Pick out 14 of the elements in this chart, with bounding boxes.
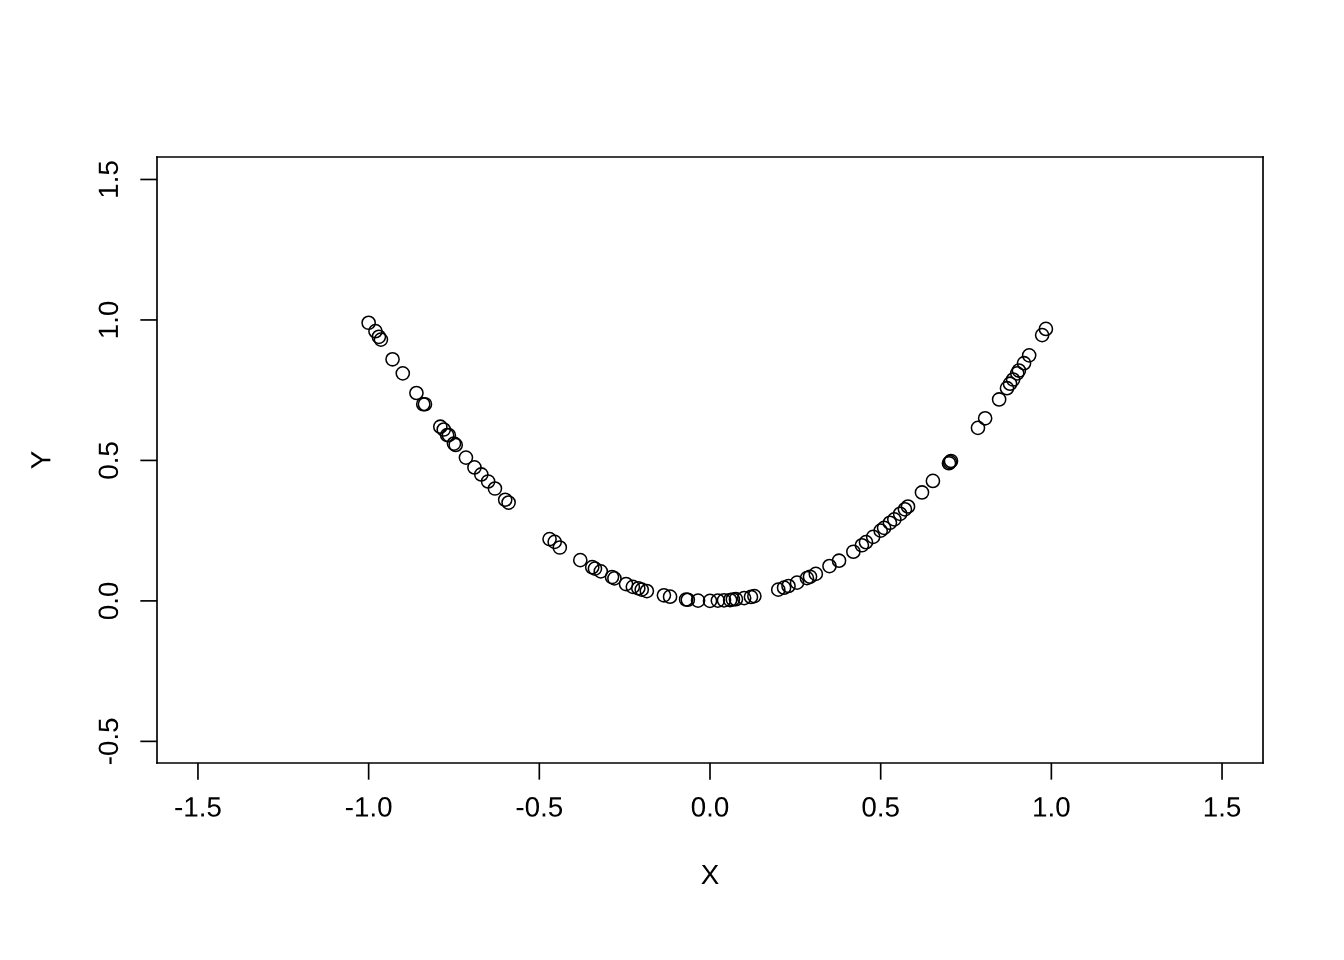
x-tick-label: 0.0	[691, 797, 729, 817]
y-tick-label: 0.5	[98, 442, 119, 479]
y-tick-label: 0.0	[98, 582, 119, 620]
x-tick-label: -1.0	[345, 797, 392, 817]
x-tick-label: 0.5	[862, 797, 899, 817]
y-tick-label: 1.0	[98, 301, 119, 338]
x-axis-title: X	[701, 864, 719, 885]
x-tick-label: 1.0	[1034, 797, 1070, 817]
y-tick-label: 1.5	[98, 161, 119, 197]
y-axis-title: Y	[31, 451, 51, 469]
x-tick-label: 1.5	[1204, 797, 1241, 817]
x-tick-label: -0.5	[516, 797, 563, 817]
x-tick-label: -1.5	[175, 797, 221, 817]
y-tick-label: -0.5	[98, 718, 119, 765]
